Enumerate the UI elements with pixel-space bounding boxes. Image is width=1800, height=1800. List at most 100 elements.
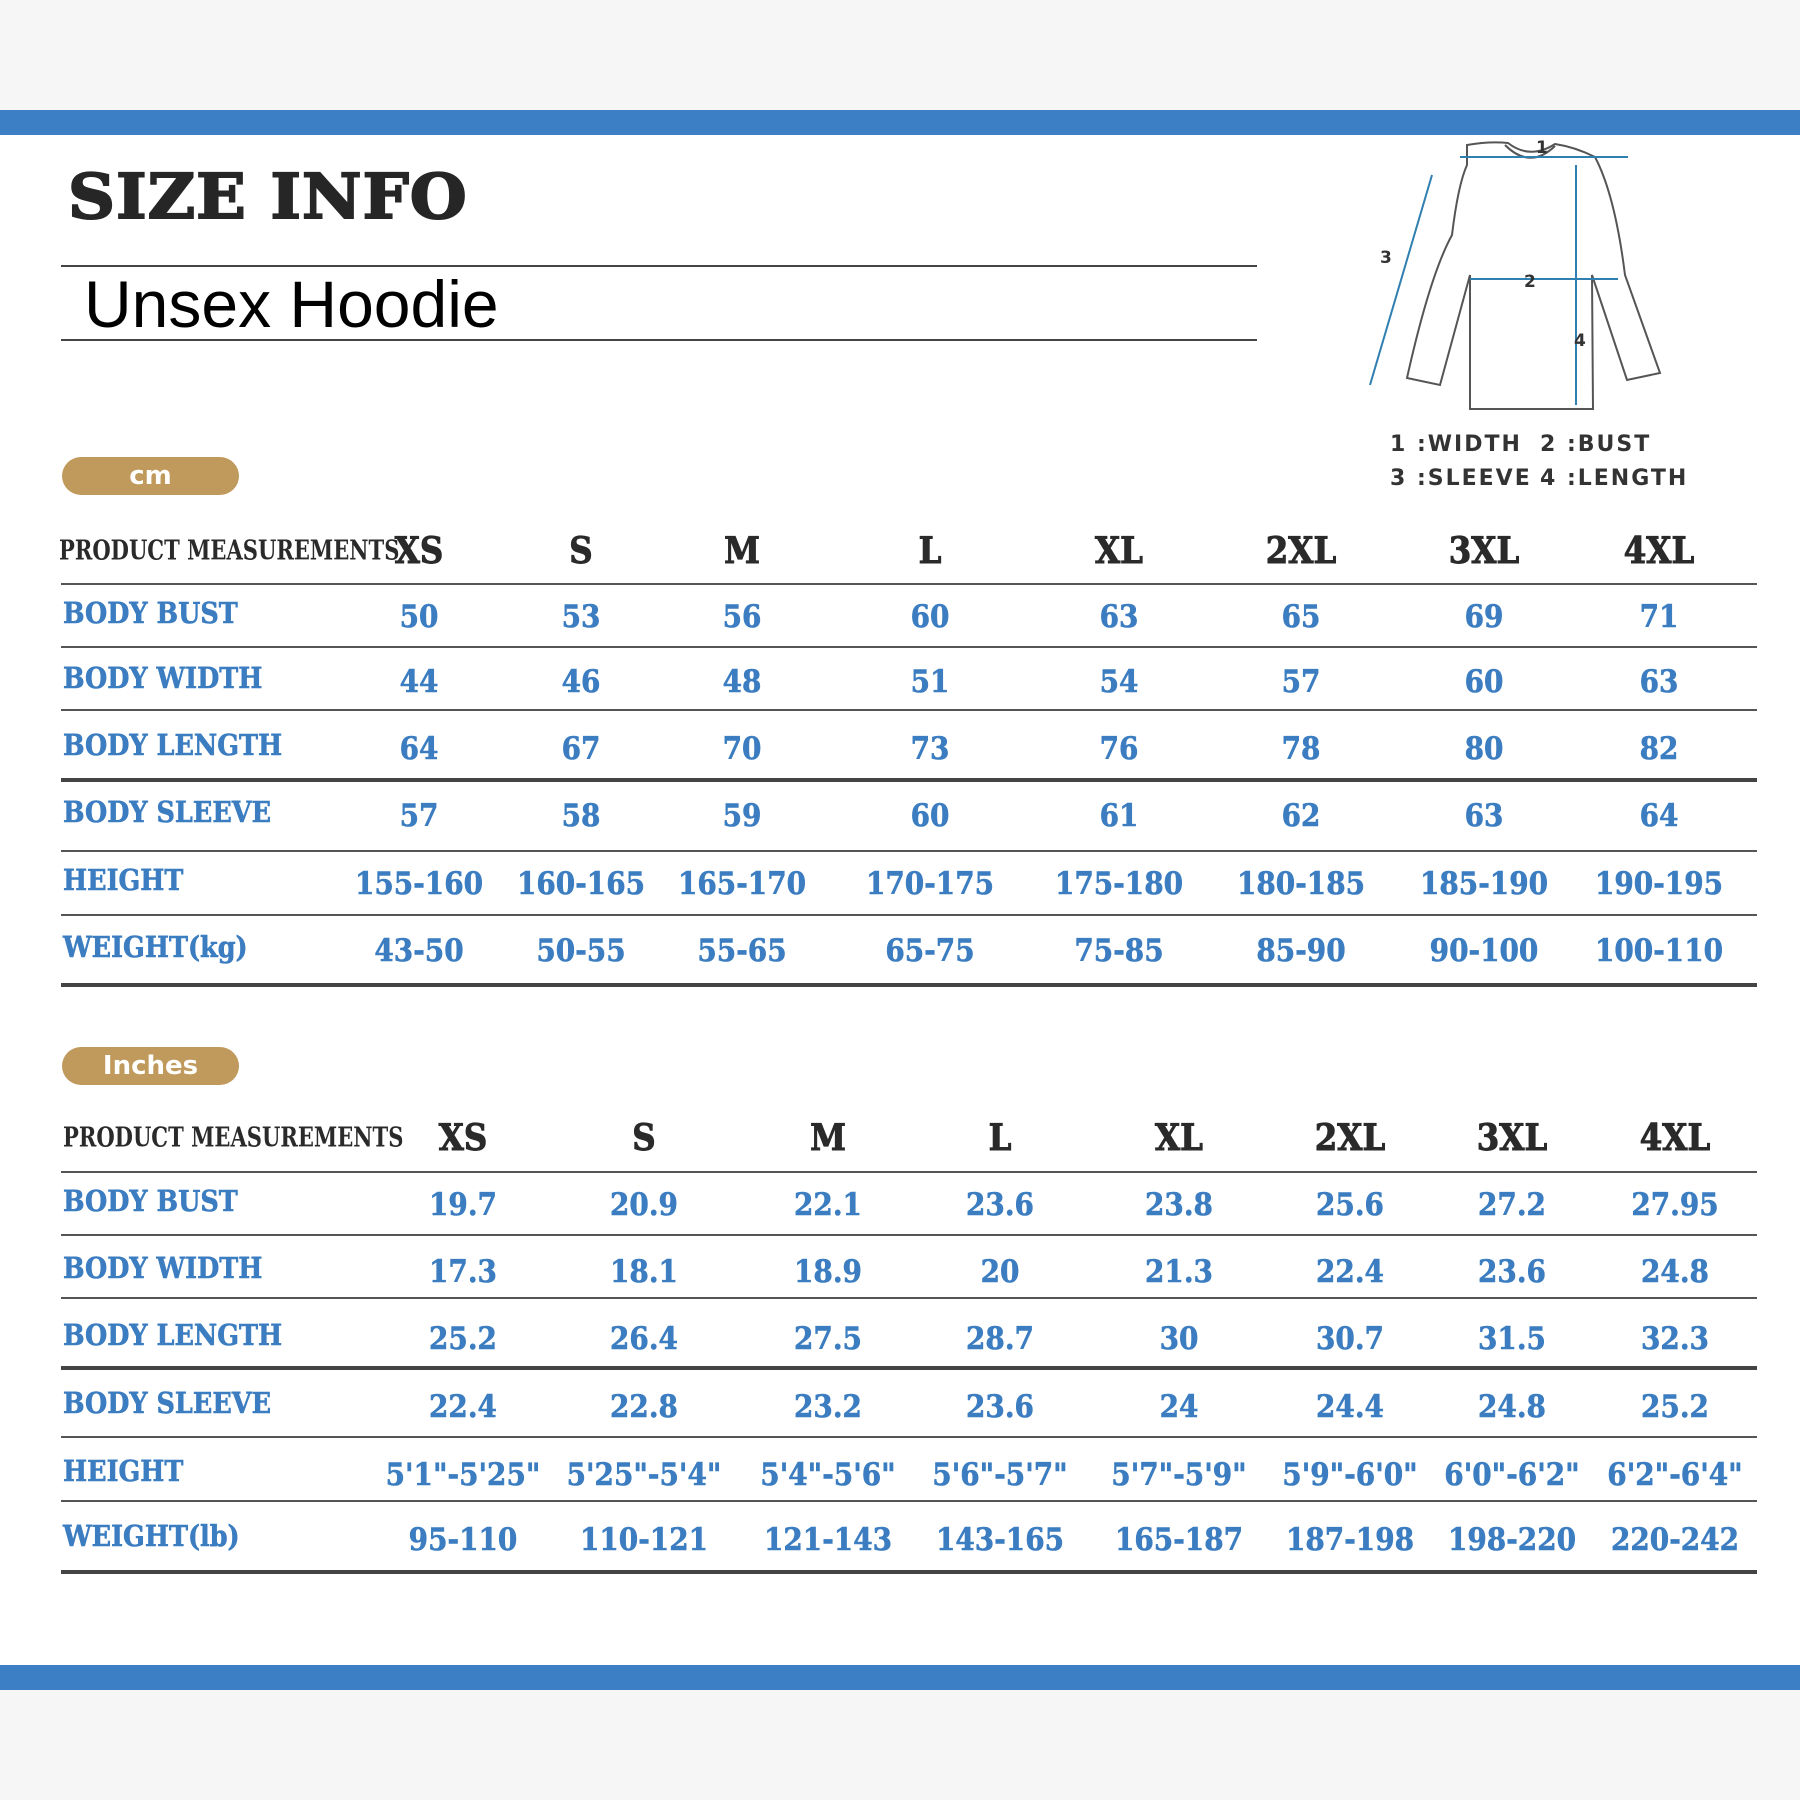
diagram-marker-3: 3 [1380,248,1392,268]
table-cell: 63 [1464,798,1504,835]
table-cell: 187-198 [1285,1522,1415,1559]
table-cell: 19.7 [429,1187,498,1224]
row-label: BODY BUST [63,1184,238,1219]
table-cell: 85-90 [1256,933,1346,970]
product-name: Unsex Hoodie [84,267,499,341]
table-cell: 5'4"-5'6" [760,1457,896,1494]
table-cell: 82 [1639,731,1679,768]
table-cell: 50-55 [536,933,626,970]
table-cell: 95-110 [408,1522,518,1559]
table-cell: 64 [399,731,439,768]
size-header-l: L [918,530,942,573]
row-divider [61,1570,1757,1574]
table-cell: 50 [399,599,439,636]
table-cell: 76 [1099,731,1139,768]
table-cell: 48 [722,664,762,701]
size-header-xl: XL [1155,1117,1204,1160]
table-cell: 58 [561,798,601,835]
legend-bust: 2 :BUST [1540,432,1652,457]
table-cell: 31.5 [1478,1321,1547,1358]
legend-length: 4 :LENGTH [1540,466,1689,491]
table-cell: 18.1 [610,1254,679,1291]
table-cell: 24.8 [1641,1254,1710,1291]
table-cell: 27.2 [1478,1187,1547,1224]
table-cell: 17.3 [429,1254,498,1291]
table-cell: 18.9 [794,1254,863,1291]
table-cell: 6'0"-6'2" [1444,1457,1580,1494]
table-cell: 56 [722,599,762,636]
top-accent-bar [0,110,1800,135]
table-cell: 22.4 [1316,1254,1385,1291]
row-label: BODY SLEEVE [63,1386,272,1421]
table-cell: 5'25"-5'4" [566,1457,722,1494]
size-header-m: M [810,1117,847,1160]
row-divider [61,583,1757,585]
size-header-3xl: 3XL [1448,530,1520,573]
row-divider [61,1436,1757,1438]
table-cell: 110-121 [579,1522,709,1559]
table-cell: 6'2"-6'4" [1607,1457,1743,1494]
content-panel [0,135,1800,1665]
size-header-4xl: 4XL [1639,1117,1711,1160]
table-cell: 5'6"-5'7" [932,1457,1068,1494]
table-cell: 23.6 [966,1389,1035,1426]
row-divider [61,1297,1757,1299]
row-label: BODY LENGTH [63,1318,283,1353]
size-header-3xl: 3XL [1476,1117,1548,1160]
table-cell: 64 [1639,798,1679,835]
table-cell: 23.2 [794,1389,863,1426]
row-label: BODY LENGTH [63,728,283,763]
table-cell: 61 [1099,798,1139,835]
table-cell: 160-165 [516,866,646,903]
table-cell: 90-100 [1429,933,1539,970]
table-cell: 23.6 [1478,1254,1547,1291]
size-header-m: M [724,530,761,573]
size-header-s: S [632,1117,656,1160]
diagram-marker-4: 4 [1574,331,1586,351]
row-divider [61,709,1757,711]
size-header-s: S [569,530,593,573]
row-divider [61,1500,1757,1502]
row-divider [61,1234,1757,1236]
row-label: HEIGHT [63,863,184,898]
table-cell: 165-170 [677,866,807,903]
table-cell: 73 [910,731,950,768]
row-label: WEIGHT(kg) [63,930,248,965]
table-cell: 190-195 [1594,866,1724,903]
table-cell: 185-190 [1419,866,1549,903]
table-cell: 26.4 [610,1321,679,1358]
legend-width: 1 :WIDTH [1390,432,1522,457]
unit-badge-inches: Inches [62,1047,239,1085]
row-label: BODY SLEEVE [63,795,272,830]
table-cell: 53 [561,599,601,636]
table-cell: 32.3 [1641,1321,1710,1358]
table-cell: 28.7 [966,1321,1035,1358]
table-cell: 220-242 [1610,1522,1740,1559]
size-header-xs: XS [438,1117,488,1160]
table-cell: 70 [722,731,762,768]
table-cell: 5'1"-5'25" [385,1457,541,1494]
table-cell: 67 [561,731,601,768]
table-cell: 63 [1099,599,1139,636]
table-cell: 75-85 [1074,933,1164,970]
table-cell: 27.95 [1631,1187,1719,1224]
table-cell: 46 [561,664,601,701]
divider [61,339,1257,341]
header-label: PRODUCT MEASUREMENTS [63,1122,404,1154]
table-cell: 57 [399,798,439,835]
table-cell: 63 [1639,664,1679,701]
page-title: SIZE INFO [67,159,468,234]
table-cell: 23.6 [966,1187,1035,1224]
unit-badge-cm: cm [62,457,239,495]
table-cell: 20.9 [610,1187,679,1224]
row-divider [61,1366,1757,1370]
row-divider [61,778,1757,782]
table-cell: 59 [722,798,762,835]
diagram-marker-1: 1 [1536,138,1548,158]
table-cell: 155-160 [354,866,484,903]
table-cell: 57 [1281,664,1321,701]
table-cell: 23.8 [1145,1187,1214,1224]
table-cell: 20 [980,1254,1020,1291]
table-cell: 51 [910,664,950,701]
table-cell: 22.4 [429,1389,498,1426]
